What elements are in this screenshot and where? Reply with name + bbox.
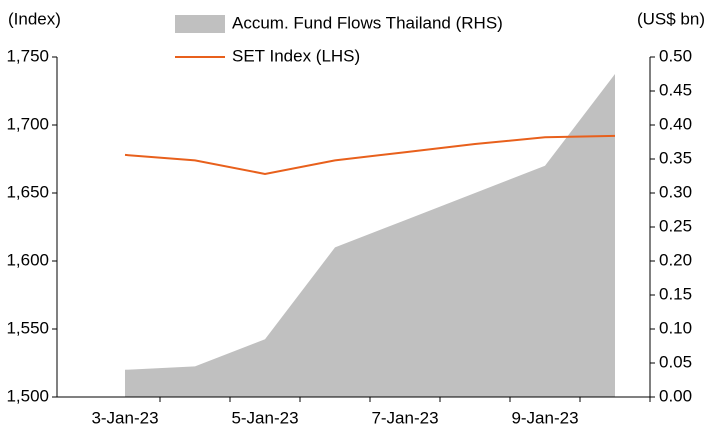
- y2-tick-label: 0.45: [659, 80, 692, 99]
- x-tick-label: 5-Jan-23: [231, 408, 298, 427]
- y-tick-label: 1,600: [6, 250, 49, 269]
- x-tick-label: 9-Jan-23: [511, 408, 578, 427]
- y2-tick-label: 0.10: [659, 318, 692, 337]
- y2-axis-label: (US$ bn): [637, 9, 705, 28]
- x-tick-label: 7-Jan-23: [371, 408, 438, 427]
- y2-tick-label: 0.00: [659, 386, 692, 405]
- y-axis-label: (Index): [8, 9, 61, 28]
- legend-swatch: [175, 15, 225, 33]
- y-tick-label: 1,750: [6, 46, 49, 65]
- y-tick-label: 1,500: [6, 386, 49, 405]
- y2-tick-label: 0.50: [659, 46, 692, 65]
- y2-tick-label: 0.25: [659, 216, 692, 235]
- x-tick-label: 3-Jan-23: [91, 408, 158, 427]
- line: [124, 134, 616, 175]
- legend-label: Accum. Fund Flows Thailand (RHS): [232, 13, 503, 32]
- y2-tick-label: 0.05: [659, 352, 692, 371]
- y2-tick-label: 0.20: [659, 250, 692, 269]
- y2-tick-label: 0.15: [659, 284, 692, 303]
- y2-tick-label: 0.40: [659, 114, 692, 133]
- area: [125, 74, 615, 397]
- y2-tick-label: 0.35: [659, 148, 692, 167]
- y2-tick-label: 0.30: [659, 182, 692, 201]
- legend-label: SET Index (LHS): [232, 46, 360, 65]
- y-tick-label: 1,550: [6, 318, 49, 337]
- y-tick-label: 1,650: [6, 182, 49, 201]
- y-tick-label: 1,700: [6, 114, 49, 133]
